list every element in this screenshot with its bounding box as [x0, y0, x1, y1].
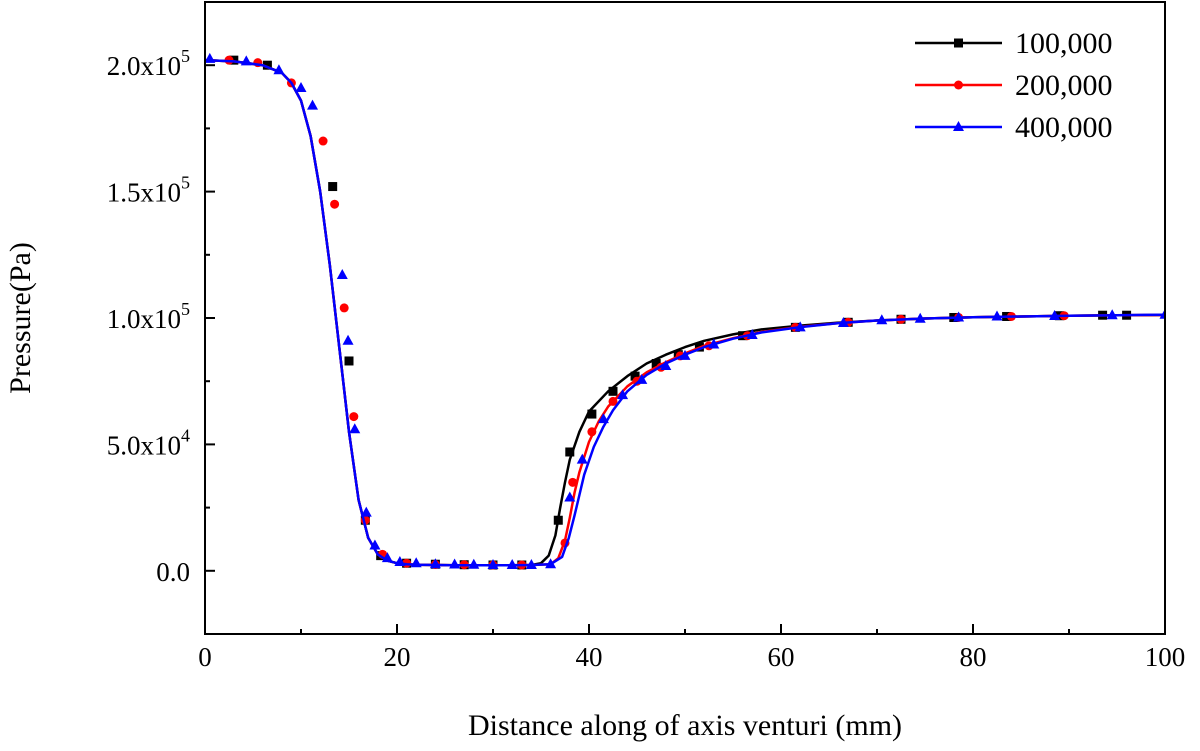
data-point	[262, 60, 272, 70]
data-point	[553, 515, 563, 525]
y-tick-mantissa: 1.0x10	[107, 304, 181, 334]
data-point	[330, 199, 340, 209]
x-tick-label: 20	[384, 642, 411, 672]
y-tick-mantissa: 5.0x10	[107, 430, 181, 460]
y-tick-label: 1.0x105	[107, 299, 190, 334]
data-point	[837, 317, 849, 328]
data-point	[630, 371, 640, 381]
y-tick-label: 2.0x105	[107, 46, 190, 81]
y-axis-label: Pressure(Pa)	[4, 242, 37, 394]
data-point	[360, 506, 372, 517]
x-axis-ticks: 0 20 40 60 80 100	[198, 624, 1185, 672]
data-point	[410, 557, 422, 568]
data-point	[336, 269, 348, 280]
y-tick-exponent: 5	[181, 46, 190, 66]
data-point	[953, 311, 965, 322]
data-point	[273, 64, 285, 75]
y-tick-label: 5.0x104	[107, 425, 190, 460]
data-point	[746, 328, 758, 339]
data-point	[349, 412, 359, 422]
data-point	[295, 81, 307, 92]
data-point	[229, 55, 239, 65]
data-point	[651, 359, 661, 369]
data-point	[608, 386, 618, 396]
series-layer	[205, 52, 1165, 570]
y-tick-mantissa: 1.5x10	[107, 178, 181, 208]
data-point	[339, 303, 349, 313]
data-point	[914, 312, 926, 323]
x-tick-label: 0	[198, 642, 212, 672]
data-point	[307, 99, 319, 110]
data-point	[487, 558, 499, 569]
legend: 100,000 200,000 400,000	[915, 27, 1113, 144]
data-point	[587, 409, 597, 419]
series-400000	[205, 52, 1165, 569]
data-point	[1049, 309, 1061, 320]
data-point	[597, 413, 609, 424]
legend-marker	[954, 38, 963, 48]
data-point	[328, 182, 338, 192]
data-point	[708, 338, 720, 349]
data-point	[349, 423, 361, 434]
data-point	[545, 558, 557, 569]
data-point	[636, 373, 648, 384]
data-point	[876, 314, 888, 325]
y-tick-exponent: 4	[181, 425, 190, 445]
data-point	[587, 427, 597, 437]
legend-label: 100,000	[1015, 27, 1113, 60]
data-point	[205, 52, 216, 63]
data-point	[564, 491, 576, 502]
data-point	[617, 389, 629, 400]
data-point	[1106, 309, 1118, 320]
y-tick-label: 0.0	[156, 557, 190, 587]
data-point	[429, 558, 441, 569]
x-tick-label: 100	[1145, 642, 1186, 672]
x-tick-label: 40	[576, 642, 603, 672]
data-point	[369, 539, 381, 550]
data-point	[381, 552, 393, 563]
x-axis-label: Distance along of axis venturi (mm)	[468, 709, 902, 742]
data-point	[344, 356, 354, 366]
data-point	[608, 396, 618, 406]
y-tick-exponent: 5	[181, 173, 190, 193]
data-point	[565, 447, 575, 457]
y-tick-mantissa: 2.0x10	[107, 51, 181, 81]
x-tick-label: 80	[960, 642, 987, 672]
legend-marker	[954, 80, 963, 90]
data-point	[568, 477, 578, 487]
data-point	[1159, 308, 1165, 319]
x-tick-label: 60	[768, 642, 795, 672]
data-point	[240, 55, 252, 66]
data-point	[794, 321, 806, 332]
data-point	[468, 558, 480, 569]
data-point	[679, 349, 691, 360]
data-point	[576, 453, 588, 464]
legend-label: 200,000	[1015, 69, 1113, 102]
legend-marker	[953, 121, 964, 131]
data-point	[991, 310, 1003, 321]
y-tick-mantissa: 0.0	[156, 557, 190, 587]
y-tick-exponent: 5	[181, 299, 190, 319]
legend-label: 400,000	[1015, 111, 1113, 144]
data-point	[449, 558, 461, 569]
data-point	[318, 136, 328, 146]
data-point	[394, 555, 406, 566]
y-tick-label: 1.5x105	[107, 173, 190, 208]
data-point	[342, 334, 354, 345]
data-point	[506, 558, 518, 569]
data-point	[660, 360, 672, 371]
data-point	[525, 558, 537, 569]
